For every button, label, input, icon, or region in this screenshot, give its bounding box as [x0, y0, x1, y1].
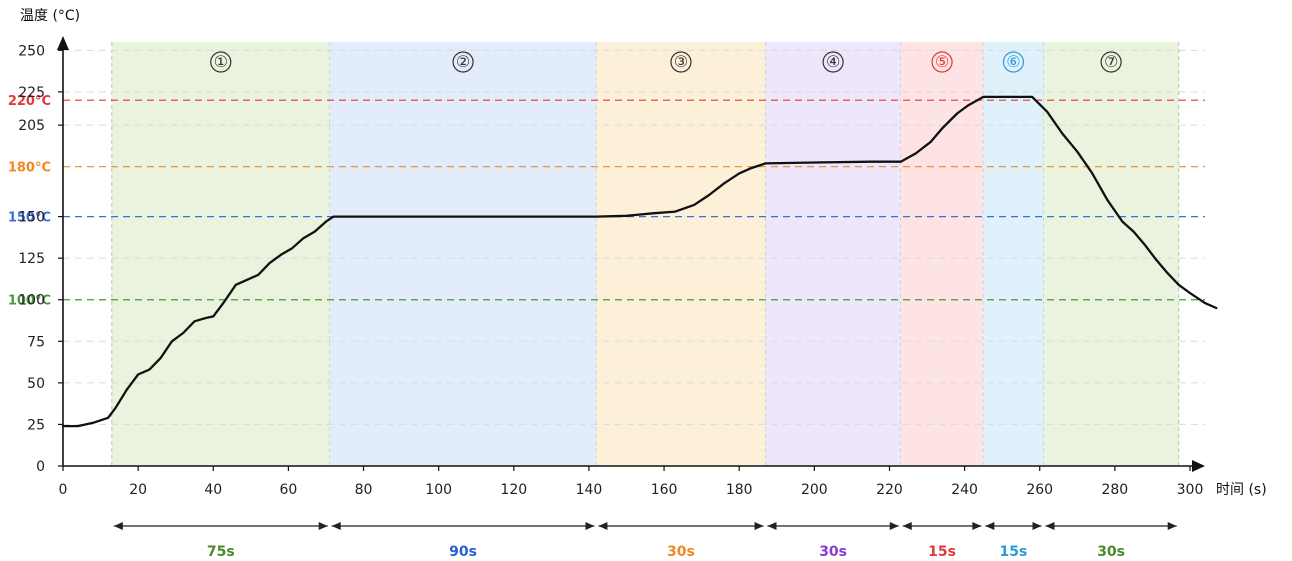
- phase-number-circle-7: [1100, 51, 1122, 73]
- phase-number-circle-1: [210, 51, 232, 73]
- duration-arrow-head-right-3: [754, 522, 764, 530]
- x-tick-label-300: 300: [1177, 482, 1204, 498]
- x-tick-label-0: 0: [59, 482, 68, 498]
- duration-arrow-head-left-7: [1045, 522, 1055, 530]
- phase-number-circle-5: [931, 51, 953, 73]
- x-axis-arrow: [1192, 460, 1205, 472]
- duration-label-5: 15s: [928, 544, 956, 560]
- phase-number-circle-4: [822, 51, 844, 73]
- duration-arrow-head-right-4: [889, 522, 899, 530]
- y-axis-arrow: [57, 36, 69, 50]
- duration-arrow-head-right-2: [585, 522, 595, 530]
- y-tick-label-50: 50: [27, 376, 45, 392]
- series-line-0: [61, 95, 1218, 428]
- x-tick-label-100: 100: [425, 482, 452, 498]
- axes: 温度 (°C) 时间 (s): [20, 8, 1267, 498]
- reference-label-100: 100°C: [8, 294, 51, 309]
- phase-region-4: [765, 42, 901, 466]
- reference-label-180: 180°C: [8, 161, 51, 176]
- reference-lines: 220°C 180°C 150°C 100°C: [8, 94, 1205, 309]
- phase-number-1: ①: [214, 52, 228, 71]
- reference-label-220: 220°C: [8, 94, 51, 109]
- x-tick-label-180: 180: [726, 482, 753, 498]
- duration-label-2: 90s: [449, 544, 477, 560]
- duration-arrow-head-right-5: [972, 522, 982, 530]
- phase-region-6: [983, 42, 1044, 466]
- duration-arrow-head-left-1: [113, 522, 123, 530]
- x-tick-label-200: 200: [801, 482, 828, 498]
- phase-region-7: [1043, 42, 1179, 466]
- phase-number-circle-3: [670, 51, 692, 73]
- y-tick-label-0: 0: [36, 459, 45, 475]
- series-layer: [61, 95, 1218, 428]
- x-tick-label-80: 80: [355, 482, 373, 498]
- phase-number-2: ②: [456, 52, 470, 71]
- x-tick-label-20: 20: [129, 482, 147, 498]
- duration-arrow-head-right-1: [318, 522, 328, 530]
- duration-label-4: 30s: [819, 544, 847, 560]
- y-tick-label-100: 100: [18, 293, 45, 309]
- phase-number-5: ⑤: [935, 52, 949, 71]
- duration-arrow-head-left-6: [985, 522, 995, 530]
- duration-arrow-head-right-6: [1032, 522, 1042, 530]
- x-tick-label-160: 160: [651, 482, 678, 498]
- reference-label-150: 150°C: [8, 211, 51, 226]
- x-tick-label-140: 140: [576, 482, 603, 498]
- duration-label-6: 15s: [1000, 544, 1028, 560]
- phase-number-6: ⑥: [1006, 52, 1020, 71]
- x-tick-label-280: 280: [1101, 482, 1128, 498]
- duration-label-1: 75s: [207, 544, 235, 560]
- duration-arrow-head-left-2: [331, 522, 341, 530]
- y-axis-title: 温度 (°C): [20, 8, 80, 24]
- phase-number-circle-2: [452, 51, 474, 73]
- phase-number-7: ⑦: [1104, 52, 1118, 71]
- duration-label-3: 30s: [667, 544, 695, 560]
- y-tick-label-125: 125: [18, 251, 45, 267]
- phase-number-circle-6: [1002, 51, 1025, 73]
- x-tick-label-40: 40: [204, 482, 222, 498]
- phase-region-2: [329, 42, 597, 466]
- y-tick-label-75: 75: [27, 334, 45, 350]
- x-axis-title: 时间 (s): [1216, 482, 1267, 498]
- phase-durations: 75s 90s 30s 30s 15s 15s 30s: [113, 522, 1177, 560]
- y-tick-label-250: 250: [18, 43, 45, 59]
- duration-arrow-head-right-7: [1167, 522, 1177, 530]
- y-tick-label-150: 150: [18, 210, 45, 226]
- duration-label-7: 30s: [1097, 544, 1125, 560]
- duration-arrow-head-left-3: [598, 522, 608, 530]
- phase-regions: ① ② ③ ④ ⑤ ⑥ ⑦: [111, 42, 1180, 466]
- phase-number-3: ③: [674, 52, 688, 71]
- x-tick-label-260: 260: [1026, 482, 1053, 498]
- phase-region-1: [111, 42, 330, 466]
- x-tick-label-120: 120: [500, 482, 527, 498]
- y-tick-label-205: 205: [18, 118, 45, 134]
- tick-labels: 0 20 40 60 80 100 120 140 160 180 200 220 240 260 280 3…: [18, 43, 1203, 498]
- phase-region-3: [596, 42, 766, 466]
- x-tick-label-220: 220: [876, 482, 903, 498]
- y-tick-label-225: 225: [18, 85, 45, 101]
- x-tick-label-60: 60: [279, 482, 297, 498]
- y-tick-label-25: 25: [27, 417, 45, 433]
- phase-number-4: ④: [826, 52, 840, 71]
- phase-region-5: [900, 42, 984, 466]
- duration-arrow-head-left-4: [767, 522, 777, 530]
- x-tick-label-240: 240: [951, 482, 978, 498]
- duration-arrow-head-left-5: [902, 522, 912, 530]
